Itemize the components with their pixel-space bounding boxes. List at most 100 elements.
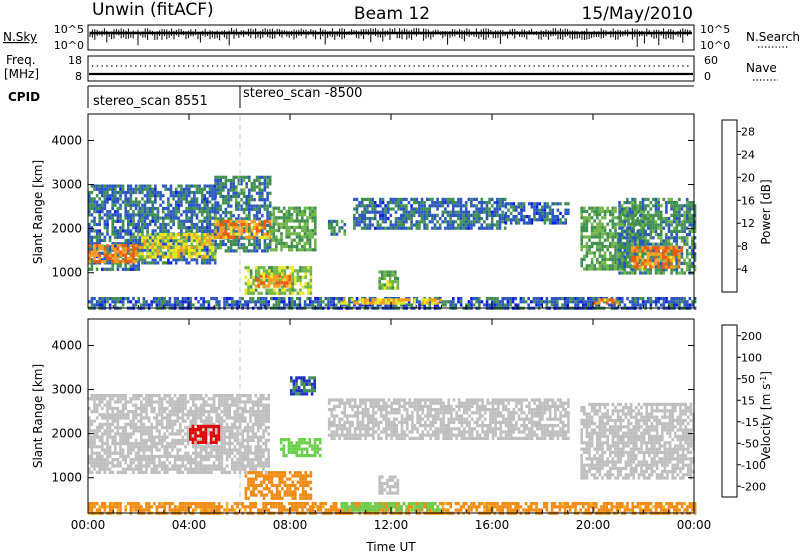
power-echo-cell — [272, 213, 275, 217]
power-echo-cell — [418, 226, 421, 230]
power-echo-cell — [506, 303, 510, 307]
power-echo-cell — [250, 194, 254, 199]
power-echo-cell — [462, 204, 465, 208]
power-echo-cell — [208, 245, 212, 249]
power-echo-cell — [693, 252, 697, 256]
power-echo-cell — [245, 226, 248, 230]
power-echo-cell — [620, 229, 624, 233]
power-echo-cell — [454, 213, 458, 217]
power-echo-cell — [452, 300, 455, 304]
power-echo-cell — [556, 215, 560, 219]
power-echo-cell — [290, 300, 294, 304]
power-echo-cell — [156, 236, 160, 240]
power-echo-cell — [266, 194, 269, 199]
power-echo-cell — [585, 254, 589, 258]
power-echo-cell — [93, 229, 96, 233]
power-echo-cell — [509, 218, 513, 222]
power-echo-cell — [146, 194, 149, 198]
power-echo-cell — [654, 233, 658, 237]
power-echo-cell — [639, 220, 642, 224]
power-echo-cell — [580, 241, 583, 245]
power-echo-cell — [190, 226, 194, 230]
power-echo-cell — [644, 300, 647, 304]
power-echo-cell — [119, 216, 122, 220]
power-echo-cell — [598, 219, 602, 223]
power-echo-cell — [590, 229, 594, 233]
power-echo-cell — [388, 270, 392, 274]
power-echo-cell — [601, 254, 604, 258]
power-echo-cell — [90, 261, 94, 265]
power-echo-cell — [208, 258, 212, 262]
power-echo-cell — [504, 218, 508, 222]
power-echo-cell — [636, 217, 640, 221]
power-echo-cell — [598, 267, 602, 271]
power-echo-cell — [606, 232, 609, 236]
power-echo-cell — [290, 241, 294, 245]
power-echo-cell — [353, 213, 356, 217]
power-echo-cell — [633, 207, 637, 211]
power-echo-cell — [480, 223, 484, 227]
power-echo-cell — [609, 267, 612, 271]
power-echo-cell — [219, 242, 222, 247]
power-echo-cell — [693, 210, 697, 214]
power-echo-cell — [258, 219, 261, 223]
power-echo-cell — [659, 229, 663, 233]
power-echo-cell — [248, 223, 251, 227]
power-echo-cell — [235, 217, 238, 221]
power-echo-cell — [210, 297, 213, 301]
power-echo-cell — [394, 226, 398, 230]
power-echo-cell — [235, 249, 238, 253]
power-echo-cell — [693, 265, 697, 269]
power-echo-cell — [174, 252, 178, 256]
power-echo-cell — [114, 226, 117, 230]
power-echo-cell — [623, 220, 627, 224]
power-echo-cell — [161, 226, 165, 230]
power-echo-cell — [667, 223, 671, 227]
power-echo-cell — [662, 265, 665, 269]
power-echo-cell — [275, 235, 278, 239]
power-echo-cell — [693, 226, 697, 230]
power-echo-cell — [249, 272, 253, 276]
power-echo-cell — [95, 300, 99, 304]
power-echo-cell — [119, 206, 122, 211]
power-echo-cell — [195, 190, 199, 195]
power-echo-cell — [216, 210, 220, 215]
power-echo-cell — [177, 233, 181, 237]
power-echo-cell — [216, 226, 220, 231]
power-echo-cell — [631, 233, 634, 237]
power-echo-cell — [132, 297, 135, 301]
power-echo-cell — [156, 261, 160, 265]
power-echo-cell — [154, 190, 157, 195]
power-echo-cell — [291, 269, 294, 273]
power-echo-cell — [517, 202, 521, 206]
power-echo-cell — [459, 226, 463, 230]
power-echo-cell — [620, 223, 624, 227]
power-echo-cell — [163, 303, 166, 307]
power-echo-cell — [103, 247, 107, 251]
power-echo-cell — [654, 226, 658, 230]
power-echo-cell — [598, 235, 602, 239]
power-echo-cell — [111, 242, 114, 246]
power-echo-cell — [677, 262, 681, 266]
power-echo-cell — [159, 238, 162, 243]
power-echo-cell — [590, 241, 594, 245]
power-echo-cell — [498, 303, 502, 307]
power-echo-cell — [588, 251, 591, 255]
power-echo-cell — [248, 217, 251, 221]
power-echo-cell — [400, 298, 403, 302]
power-echo-cell — [452, 303, 455, 307]
power-echo-cell — [161, 233, 165, 237]
velocity-echo-cell — [114, 442, 117, 446]
power-echo-cell — [272, 238, 275, 242]
power-echo-cell — [218, 300, 221, 304]
power-echo-cell — [235, 223, 238, 227]
power-echo-cell — [195, 245, 199, 249]
power-echo-cell — [538, 218, 541, 222]
power-echo-cell — [119, 244, 122, 248]
power-echo-cell — [143, 187, 147, 191]
power-echo-cell — [200, 258, 204, 262]
power-echo-cell — [261, 220, 264, 224]
velocity-echo-cell — [95, 458, 99, 462]
power-echo-cell — [206, 255, 209, 259]
power-echo-cell — [626, 271, 629, 275]
